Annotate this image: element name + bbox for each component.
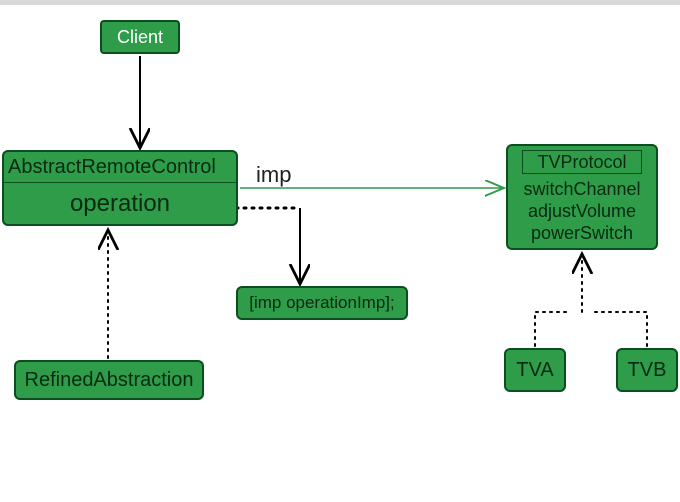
abstract-remote-control-node: AbstractRemoteControl operation <box>2 150 238 226</box>
operation-imp-label: [imp operationImp]; <box>249 293 395 313</box>
client-label: Client <box>117 27 163 48</box>
tvb-node: TVB <box>616 348 678 392</box>
client-node: Client <box>100 20 180 54</box>
refined-label: RefinedAbstraction <box>25 369 194 392</box>
abstract-operation-label: operation <box>70 190 170 218</box>
abstract-title: AbstractRemoteControl <box>4 152 236 183</box>
tvprotocol-node: TVProtocol switchChannel adjustVolume po… <box>506 144 658 250</box>
imp-label: imp <box>256 162 291 188</box>
edge-tvb-inherit <box>594 312 647 346</box>
operation-imp-node: [imp operationImp]; <box>236 286 408 320</box>
tva-node: TVA <box>504 348 566 392</box>
edge-tva-inherit <box>535 312 570 346</box>
tvprotocol-method-1: switchChannel <box>508 178 656 200</box>
refined-abstraction-node: RefinedAbstraction <box>14 360 204 400</box>
tva-label: TVA <box>516 359 553 382</box>
top-bar <box>0 0 680 5</box>
tvprotocol-methods: switchChannel adjustVolume powerSwitch <box>508 176 656 244</box>
tvprotocol-method-3: powerSwitch <box>508 222 656 244</box>
abstract-operation: operation <box>4 183 236 224</box>
edges-layer <box>0 0 680 502</box>
tvprotocol-title: TVProtocol <box>522 150 642 174</box>
tvb-label: TVB <box>628 359 667 382</box>
tvprotocol-method-2: adjustVolume <box>508 200 656 222</box>
